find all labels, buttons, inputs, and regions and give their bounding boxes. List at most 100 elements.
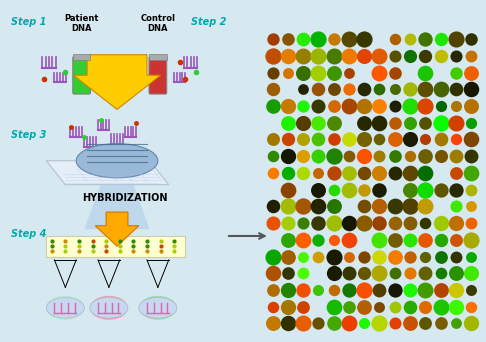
Point [406, 321, 414, 326]
Point [314, 254, 322, 259]
Point [330, 187, 337, 192]
Point [284, 203, 292, 209]
Point [436, 287, 444, 293]
Point [345, 170, 353, 176]
Point [391, 170, 399, 176]
Point [421, 120, 429, 126]
Point [421, 137, 429, 142]
Ellipse shape [90, 296, 128, 320]
Point [345, 103, 353, 109]
Ellipse shape [139, 296, 177, 320]
Point [345, 137, 353, 142]
Point [299, 36, 307, 42]
Point [284, 287, 292, 293]
Point [345, 187, 353, 192]
Point [299, 321, 307, 326]
Point [406, 304, 414, 310]
Point [376, 254, 383, 259]
Point [406, 103, 414, 109]
Point [269, 53, 277, 58]
Point [345, 53, 353, 58]
Point [421, 203, 429, 209]
Point [421, 271, 429, 276]
Point [391, 254, 399, 259]
Point [299, 254, 307, 259]
Point [360, 53, 368, 58]
Point [452, 120, 460, 126]
Point [452, 103, 460, 109]
Point [314, 87, 322, 92]
Point [314, 237, 322, 242]
Point [299, 154, 307, 159]
Point [330, 304, 337, 310]
Point [376, 203, 383, 209]
Point [345, 70, 353, 75]
Point [330, 120, 337, 126]
Point [299, 87, 307, 92]
Point [436, 304, 444, 310]
Point [314, 53, 322, 58]
Point [467, 187, 475, 192]
Point [314, 321, 322, 326]
Point [284, 36, 292, 42]
Point [345, 87, 353, 92]
Point [436, 36, 444, 42]
Point [330, 154, 337, 159]
Point [436, 120, 444, 126]
Point [376, 120, 383, 126]
Point [467, 203, 475, 209]
Point [391, 321, 399, 326]
Point [299, 304, 307, 310]
Ellipse shape [76, 144, 158, 178]
Point [330, 87, 337, 92]
Point [299, 203, 307, 209]
Point [345, 287, 353, 293]
Point [314, 36, 322, 42]
Point [345, 321, 353, 326]
Point [314, 187, 322, 192]
Point [391, 271, 399, 276]
FancyBboxPatch shape [149, 56, 167, 94]
Point [406, 187, 414, 192]
Point [421, 36, 429, 42]
Point [330, 321, 337, 326]
Point [406, 137, 414, 142]
Point [360, 137, 368, 142]
Point [376, 154, 383, 159]
Point [284, 53, 292, 58]
Point [452, 53, 460, 58]
Point [391, 304, 399, 310]
Text: Step 3: Step 3 [11, 130, 46, 140]
Point [299, 103, 307, 109]
Point [436, 187, 444, 192]
Point [421, 304, 429, 310]
Polygon shape [73, 55, 160, 109]
Point [284, 170, 292, 176]
Point [436, 154, 444, 159]
Point [360, 87, 368, 92]
Point [360, 254, 368, 259]
Point [284, 254, 292, 259]
Point [391, 70, 399, 75]
Point [452, 36, 460, 42]
Text: Step 1: Step 1 [11, 17, 46, 27]
Point [360, 154, 368, 159]
Point [269, 103, 277, 109]
Point [436, 254, 444, 259]
Point [284, 154, 292, 159]
Point [360, 220, 368, 226]
Point [391, 103, 399, 109]
FancyBboxPatch shape [73, 56, 90, 94]
Point [376, 220, 383, 226]
Point [330, 254, 337, 259]
Point [269, 87, 277, 92]
Point [391, 87, 399, 92]
Polygon shape [95, 212, 139, 246]
Text: Step 2: Step 2 [191, 17, 226, 27]
Point [284, 187, 292, 192]
Point [299, 170, 307, 176]
Point [269, 170, 277, 176]
Point [376, 170, 383, 176]
Point [299, 137, 307, 142]
Point [452, 170, 460, 176]
